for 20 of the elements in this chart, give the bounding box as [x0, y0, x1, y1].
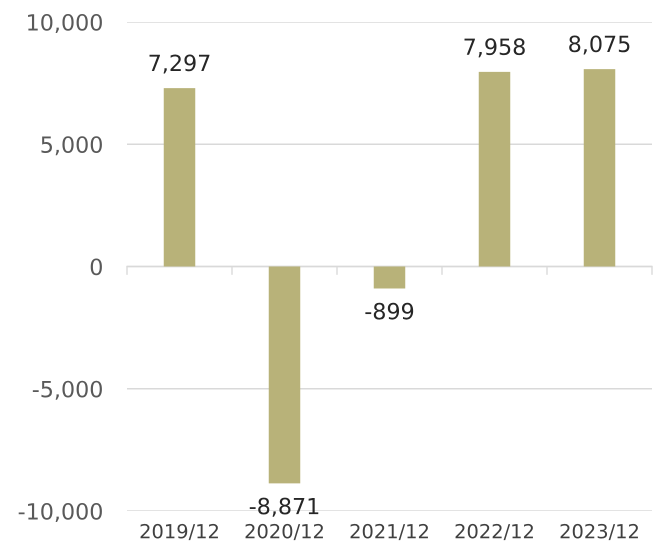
bar	[374, 266, 406, 288]
x-tick-label: 2022/12	[456, 524, 533, 540]
data-label: -8,871	[250, 498, 318, 517]
data-label: -899	[365, 302, 414, 320]
bar	[584, 69, 616, 266]
x-tick-label: 2020/12	[246, 524, 323, 540]
x-tick-label: 2019/12	[140, 524, 218, 540]
bar	[268, 266, 300, 484]
y-tick-label: 5,000	[41, 136, 102, 156]
y-tick-label: -10,000	[18, 502, 102, 522]
y-tick-label: 10,000	[28, 14, 102, 34]
data-label: 7,958	[464, 38, 525, 58]
data-label: 7,297	[150, 54, 210, 74]
bar	[164, 88, 196, 266]
bar	[478, 72, 510, 266]
y-tick-label: -5,000	[32, 380, 102, 400]
x-tick-label: 2023/12	[560, 524, 638, 540]
data-label: 8,075	[569, 35, 630, 55]
x-tick-label: 2021/12	[350, 524, 428, 540]
y-tick-label: 0	[90, 258, 102, 276]
